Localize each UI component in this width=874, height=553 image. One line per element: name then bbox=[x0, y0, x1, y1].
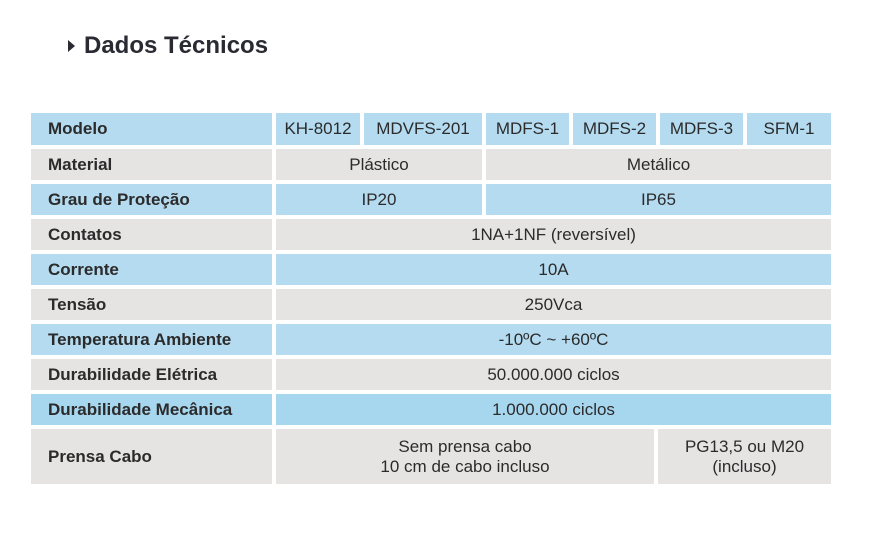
value-cell: 50.000.000 ciclos bbox=[276, 359, 831, 390]
value-cell: 10A bbox=[276, 254, 831, 285]
row-label: Corrente bbox=[31, 254, 272, 285]
value-line: Sem prensa cabo bbox=[398, 436, 532, 456]
table-row-modelo: Modelo KH-8012 MDVFS-201 MDFS-1 MDFS-2 M… bbox=[31, 113, 831, 145]
row-label: Temperatura Ambiente bbox=[31, 324, 272, 355]
model-cell: KH-8012 bbox=[276, 113, 360, 145]
value-cell: Plástico bbox=[276, 149, 482, 180]
table-row-material: Material Plástico Metálico bbox=[31, 149, 831, 180]
value-cell: Metálico bbox=[486, 149, 831, 180]
value-cell: 1NA+1NF (reversível) bbox=[276, 219, 831, 250]
technical-data-table: Modelo KH-8012 MDVFS-201 MDFS-1 MDFS-2 M… bbox=[31, 113, 831, 488]
row-label: Durabilidade Mecânica bbox=[31, 394, 272, 425]
value-cell: 1.000.000 ciclos bbox=[276, 394, 831, 425]
value-cell: 250Vca bbox=[276, 289, 831, 320]
row-label: Prensa Cabo bbox=[31, 429, 272, 484]
value-cell: PG13,5 ou M20 (incluso) bbox=[658, 429, 831, 484]
value-line: PG13,5 ou M20 bbox=[684, 436, 805, 456]
table-row-tensao: Tensão 250Vca bbox=[31, 289, 831, 320]
table-row-contatos: Contatos 1NA+1NF (reversível) bbox=[31, 219, 831, 250]
table-row-grau-protecao: Grau de Proteção IP20 IP65 bbox=[31, 184, 831, 215]
value-cell: IP20 bbox=[276, 184, 482, 215]
row-label: Tensão bbox=[31, 289, 272, 320]
model-cell: MDVFS-201 bbox=[364, 113, 482, 145]
row-label: Modelo bbox=[31, 113, 272, 145]
model-cell: MDFS-1 bbox=[486, 113, 569, 145]
value-line: (incluso) bbox=[712, 456, 777, 476]
value-cell: IP65 bbox=[486, 184, 831, 215]
value-cell: Sem prensa cabo 10 cm de cabo incluso bbox=[276, 429, 654, 484]
row-label: Material bbox=[31, 149, 272, 180]
table-row-corrente: Corrente 10A bbox=[31, 254, 831, 285]
table-row-prensa-cabo: Prensa Cabo Sem prensa cabo 10 cm de cab… bbox=[31, 429, 831, 484]
model-cell: SFM-1 bbox=[747, 113, 831, 145]
row-label: Durabilidade Elétrica bbox=[31, 359, 272, 390]
triangle-right-icon bbox=[68, 40, 75, 52]
table-row-durabilidade-mecanica: Durabilidade Mecânica 1.000.000 ciclos bbox=[31, 394, 831, 425]
row-label: Grau de Proteção bbox=[31, 184, 272, 215]
table-row-temperatura: Temperatura Ambiente -10ºC ~ +60ºC bbox=[31, 324, 831, 355]
row-label: Contatos bbox=[31, 219, 272, 250]
value-line: 10 cm de cabo incluso bbox=[380, 456, 550, 476]
model-cell: MDFS-3 bbox=[660, 113, 743, 145]
table-row-durabilidade-eletrica: Durabilidade Elétrica 50.000.000 ciclos bbox=[31, 359, 831, 390]
value-cell: -10ºC ~ +60ºC bbox=[276, 324, 831, 355]
page-title-text: Dados Técnicos bbox=[84, 32, 269, 59]
page-title: Dados Técnicos bbox=[68, 32, 268, 60]
model-cell: MDFS-2 bbox=[573, 113, 656, 145]
